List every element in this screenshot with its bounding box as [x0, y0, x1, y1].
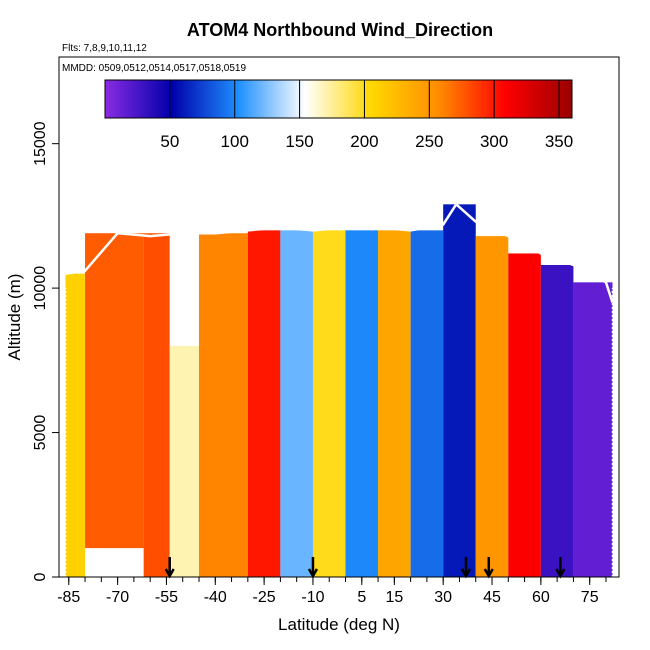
flight-top-profile — [65, 202, 614, 303]
colorbar-tick-label-350: 350 — [545, 132, 573, 151]
x-tick-label--25: -25 — [253, 589, 276, 606]
heatmap-cell-15 — [573, 282, 613, 577]
axes: -85 -70 -55 -40 -25 -10 5 15 30 45 60 75 0 5000 10000 1… — [32, 121, 607, 606]
dates-subtitle: MMDD: 0509,0512,0514,0517,0518,0519 — [62, 63, 246, 74]
flight-profiles — [64, 202, 614, 577]
colorbar-gradient — [104, 79, 573, 119]
flights-subtitle: Flts: 7,8,9,10,11,12 — [62, 43, 147, 54]
arrow-head-0 — [164, 568, 175, 579]
x-tick-label-30: 30 — [434, 589, 452, 606]
colorbar-tick-label-300: 300 — [480, 132, 508, 151]
heatmap-cell-11 — [443, 204, 476, 578]
x-tick-label--40: -40 — [204, 589, 227, 606]
heatmap-cell-13 — [508, 253, 541, 577]
colorbar-tick-label-100: 100 — [221, 132, 249, 151]
colorbar-tick-label-50: 50 — [160, 132, 179, 151]
y-tick-label-5000: 5000 — [32, 415, 49, 451]
y-tick-label-15000: 15000 — [32, 121, 49, 166]
y-axis-title: Altitude (m) — [5, 274, 24, 361]
y-tick-label-0: 0 — [32, 572, 49, 581]
heatmap-cell-14 — [540, 265, 574, 577]
heatmap-cell-7 — [312, 230, 346, 578]
x-tick-label-75: 75 — [581, 589, 599, 606]
arrow-head-3 — [483, 568, 494, 579]
x-tick-label-45: 45 — [483, 589, 501, 606]
heatmap-cell-8 — [345, 230, 379, 578]
heatmap-cell-1 — [85, 233, 144, 549]
colorbar-tick-label-150: 150 — [285, 132, 313, 151]
chart-title: ATOM4 Northbound Wind_Direction — [187, 20, 493, 40]
y-tick-label-10000: 10000 — [32, 266, 49, 311]
x-tick-label--85: -85 — [57, 589, 80, 606]
x-tick-label-15: 15 — [385, 589, 403, 606]
x-tick-label--70: -70 — [106, 589, 129, 606]
arrow-head-2 — [460, 568, 472, 579]
colorbar-tick-label-200: 200 — [350, 132, 378, 151]
heatmap-cell-0 — [65, 273, 86, 577]
arrow-head-1 — [307, 568, 319, 579]
heatmap-cells — [65, 204, 613, 578]
colorbar-tick-label-250: 250 — [415, 132, 443, 151]
heatmap-cell-5 — [247, 230, 281, 578]
plot-frame — [58, 56, 620, 578]
x-tick-label-60: 60 — [532, 589, 550, 606]
x-tick-label--55: -55 — [155, 589, 178, 606]
arrow-head-4 — [555, 568, 566, 579]
x-axis-title: Latitude (deg N) — [278, 615, 400, 634]
x-tick-label-5: 5 — [357, 589, 366, 606]
heatmap-cell-10 — [410, 230, 444, 578]
colorbar: 50 100 150 200 250 300 350 — [104, 79, 573, 151]
heatmap-cell-2 — [143, 233, 170, 577]
flight-marker-arrows — [164, 557, 566, 579]
x-tick-label--10: -10 — [301, 589, 324, 606]
heatmap-cell-9 — [378, 230, 411, 578]
heatmap-cell-4 — [199, 233, 248, 577]
heatmap-cell-3 — [169, 345, 199, 577]
heatmap-cell-6 — [280, 230, 313, 578]
heatmap-cell-12 — [475, 236, 509, 577]
